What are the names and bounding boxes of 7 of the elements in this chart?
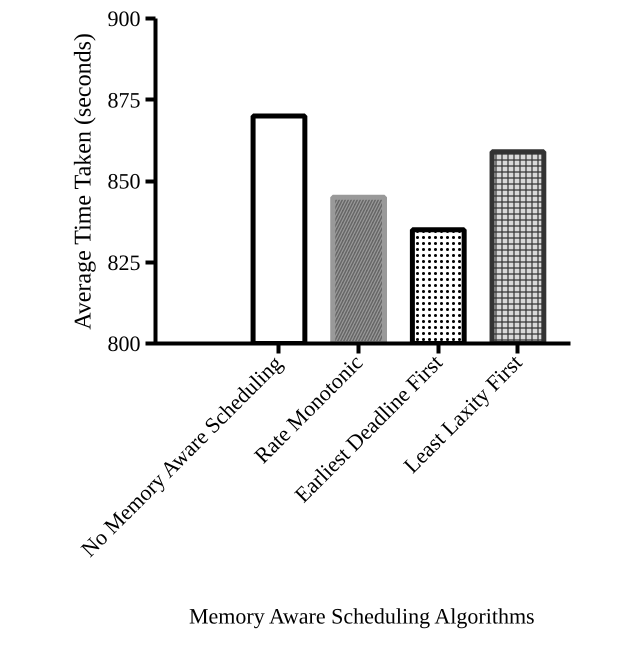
y-axis-title: Average Time Taken (seconds) [70, 33, 96, 330]
y-tick-label: 800 [108, 331, 140, 356]
y-tick-label: 900 [108, 6, 140, 31]
y-tick-label: 850 [108, 168, 140, 194]
x-axis-title: Memory Aware Scheduling Algorithms [188, 603, 535, 628]
y-tick-label: 825 [108, 250, 140, 275]
y-tick-label: 875 [108, 87, 140, 112]
